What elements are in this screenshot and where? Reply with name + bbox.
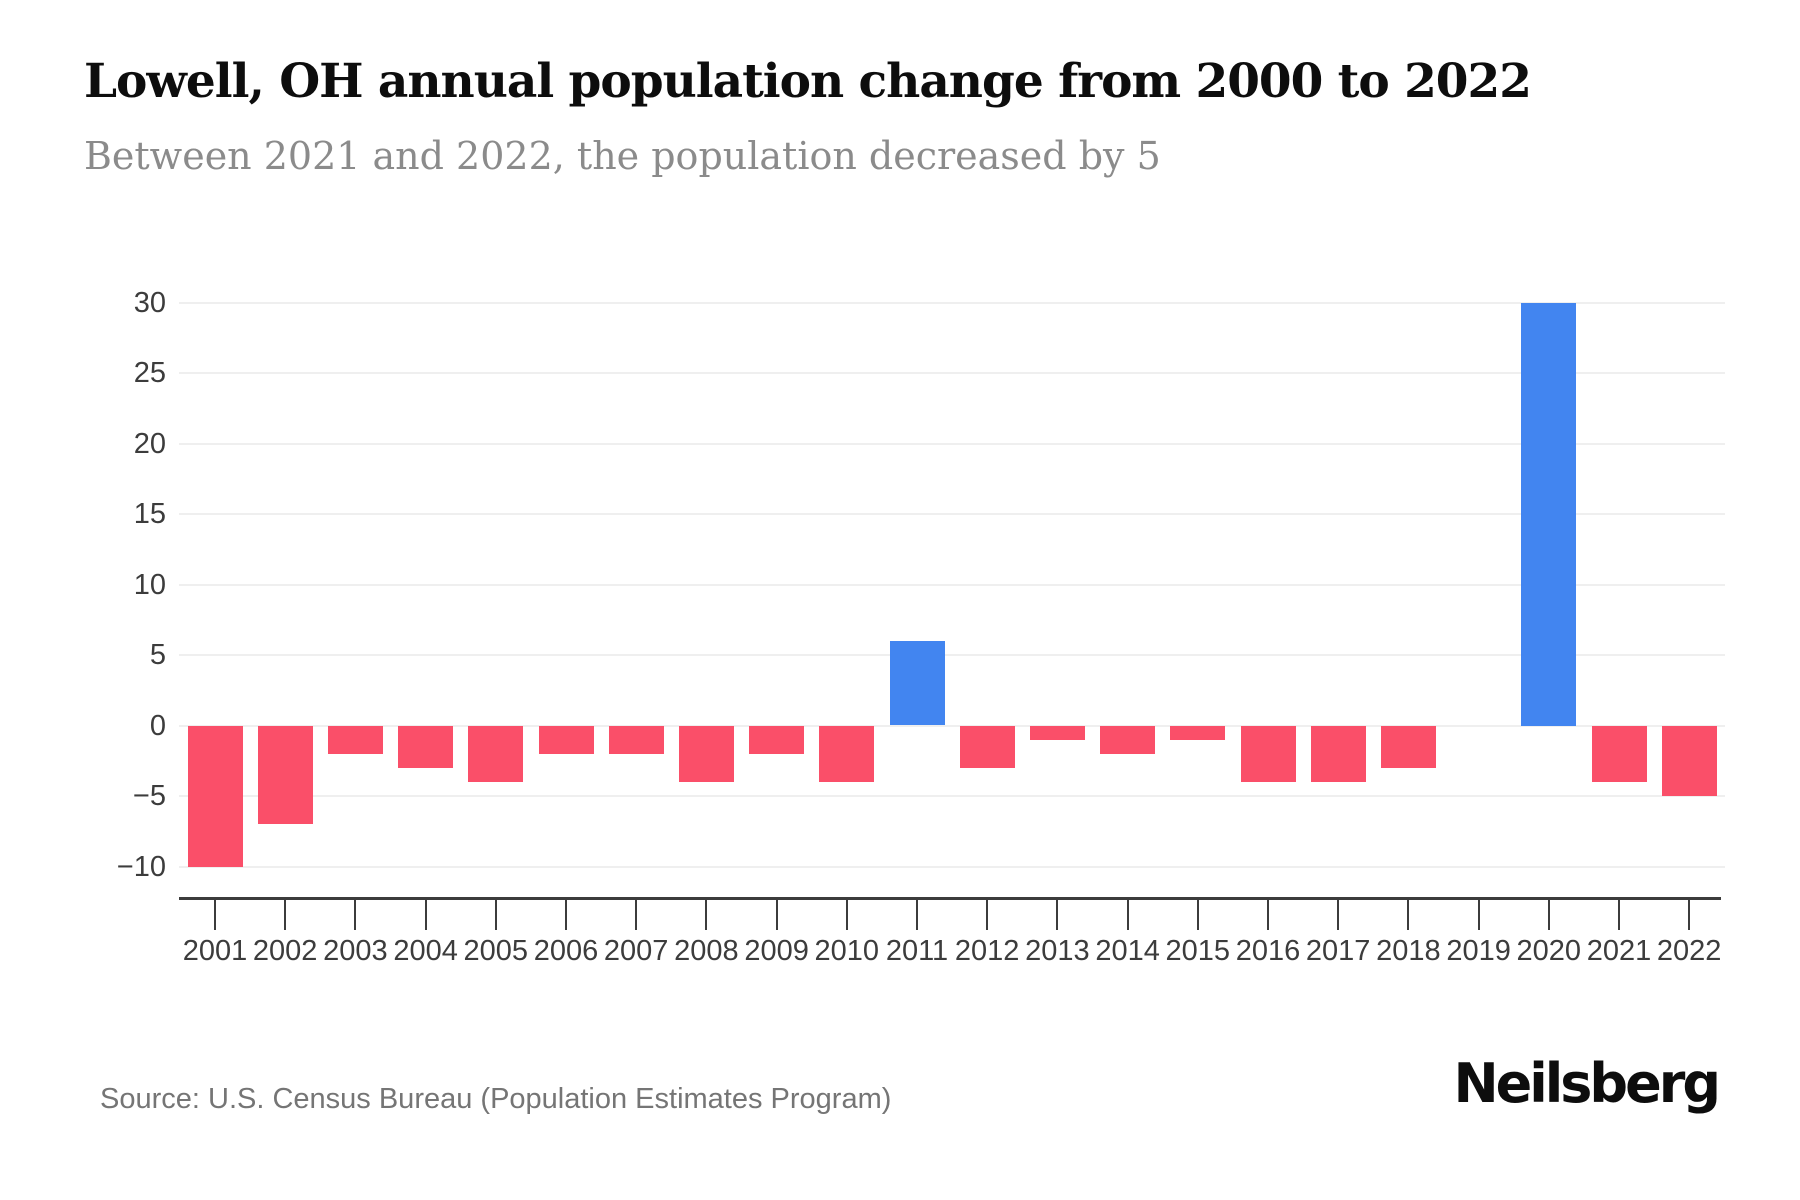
x-axis-tick bbox=[1688, 899, 1691, 930]
y-axis-tick-label: 25 bbox=[133, 357, 166, 389]
x-axis-tick bbox=[354, 899, 357, 930]
x-axis-tick bbox=[1337, 899, 1340, 930]
y-axis-tick-label: 0 bbox=[149, 709, 166, 742]
bar-2004[interactable] bbox=[398, 725, 454, 768]
source-note: Source: U.S. Census Bureau (Population E… bbox=[100, 1083, 892, 1115]
bar-2005[interactable] bbox=[468, 725, 524, 782]
bar-2006[interactable] bbox=[538, 725, 594, 754]
gridline bbox=[179, 442, 1725, 445]
bar-2018[interactable] bbox=[1380, 725, 1436, 768]
x-axis-tick bbox=[775, 899, 778, 930]
x-axis-tick-label: 2011 bbox=[885, 935, 949, 967]
bar-2022[interactable] bbox=[1661, 725, 1717, 796]
x-axis-tick-label: 2019 bbox=[1446, 935, 1511, 967]
brand-logo: Neilsberg bbox=[1453, 1052, 1721, 1115]
x-axis-tick-label: 2003 bbox=[323, 935, 388, 967]
bar-2021[interactable] bbox=[1591, 725, 1647, 782]
y-axis-tick-label: −5 bbox=[132, 780, 166, 812]
x-axis-tick bbox=[705, 899, 708, 930]
x-axis-tick-label: 2009 bbox=[744, 935, 809, 967]
x-axis-tick bbox=[1267, 899, 1269, 930]
x-axis-tick bbox=[1056, 899, 1059, 930]
x-axis-tick bbox=[494, 899, 497, 930]
bar-2010[interactable] bbox=[819, 725, 875, 782]
x-axis-tick bbox=[845, 899, 848, 930]
x-axis-tick-label: 2010 bbox=[814, 935, 880, 967]
bar-2015[interactable] bbox=[1170, 725, 1226, 740]
bar-2001[interactable] bbox=[187, 725, 243, 867]
x-axis-tick bbox=[986, 899, 989, 930]
x-axis-tick-label: 2004 bbox=[393, 935, 458, 967]
x-axis-tick-label: 2017 bbox=[1305, 935, 1371, 967]
x-axis-tick bbox=[635, 899, 638, 930]
bar-2008[interactable] bbox=[678, 725, 734, 782]
x-axis-tick-label: 2013 bbox=[1025, 935, 1090, 967]
bar-2012[interactable] bbox=[959, 725, 1015, 768]
x-axis-tick bbox=[565, 899, 567, 930]
x-axis-tick-label: 2001 bbox=[182, 935, 248, 967]
y-axis-tick-label: −10 bbox=[116, 850, 166, 883]
bar-2002[interactable] bbox=[257, 725, 313, 825]
gridline bbox=[179, 865, 1725, 868]
bar-2014[interactable] bbox=[1100, 725, 1156, 754]
y-axis-tick-label: 5 bbox=[149, 639, 166, 671]
y-axis-tick-label: 20 bbox=[133, 427, 166, 460]
bar-2007[interactable] bbox=[608, 725, 664, 754]
gridline bbox=[179, 372, 1725, 374]
x-axis-tick-label: 2021 bbox=[1586, 935, 1652, 967]
bar-2013[interactable] bbox=[1029, 725, 1085, 740]
x-axis-tick-label: 2014 bbox=[1095, 935, 1160, 967]
bar-2020[interactable] bbox=[1521, 302, 1577, 726]
y-axis-tick-label: 30 bbox=[133, 286, 166, 319]
x-axis-tick bbox=[284, 899, 287, 930]
x-axis-line bbox=[179, 897, 1721, 900]
x-axis-tick bbox=[1407, 899, 1410, 930]
x-axis-tick-label: 2020 bbox=[1516, 935, 1582, 967]
y-axis-tick-label: 10 bbox=[133, 568, 166, 601]
gridline bbox=[179, 795, 1725, 797]
y-axis-tick-label: 15 bbox=[133, 498, 166, 530]
bar-2003[interactable] bbox=[327, 725, 383, 754]
x-axis-tick bbox=[1547, 899, 1550, 930]
gridline bbox=[179, 513, 1725, 515]
x-axis-tick bbox=[916, 899, 918, 930]
x-axis-tick bbox=[214, 899, 216, 930]
x-axis-tick-label: 2008 bbox=[674, 935, 739, 967]
x-axis-tick-label: 2002 bbox=[252, 935, 318, 967]
chart-title: Lowell, OH annual population change from… bbox=[84, 54, 1532, 109]
x-axis-tick-label: 2015 bbox=[1165, 935, 1231, 967]
x-axis-tick bbox=[1477, 899, 1480, 930]
x-axis-tick-label: 2022 bbox=[1656, 935, 1722, 967]
gridline bbox=[179, 301, 1725, 304]
x-axis-tick-label: 2006 bbox=[533, 935, 599, 967]
chart-subtitle: Between 2021 and 2022, the population de… bbox=[84, 134, 1161, 178]
x-axis-tick-label: 2005 bbox=[463, 935, 529, 967]
x-axis-tick bbox=[1126, 899, 1129, 930]
x-axis-tick bbox=[1196, 899, 1199, 930]
bar-2011[interactable] bbox=[889, 640, 945, 726]
x-axis-tick-label: 2016 bbox=[1235, 935, 1301, 967]
bar-2009[interactable] bbox=[749, 725, 805, 754]
x-axis-tick-label: 2007 bbox=[603, 935, 669, 967]
bar-2017[interactable] bbox=[1310, 725, 1366, 782]
x-axis-tick-label: 2018 bbox=[1376, 935, 1441, 967]
gridline bbox=[179, 583, 1725, 586]
x-axis-tick-label: 2012 bbox=[954, 935, 1020, 967]
x-axis-tick bbox=[424, 899, 427, 930]
x-axis-tick bbox=[1618, 899, 1620, 930]
bar-2016[interactable] bbox=[1240, 725, 1296, 782]
gridline bbox=[179, 724, 1725, 727]
gridline bbox=[179, 654, 1725, 656]
